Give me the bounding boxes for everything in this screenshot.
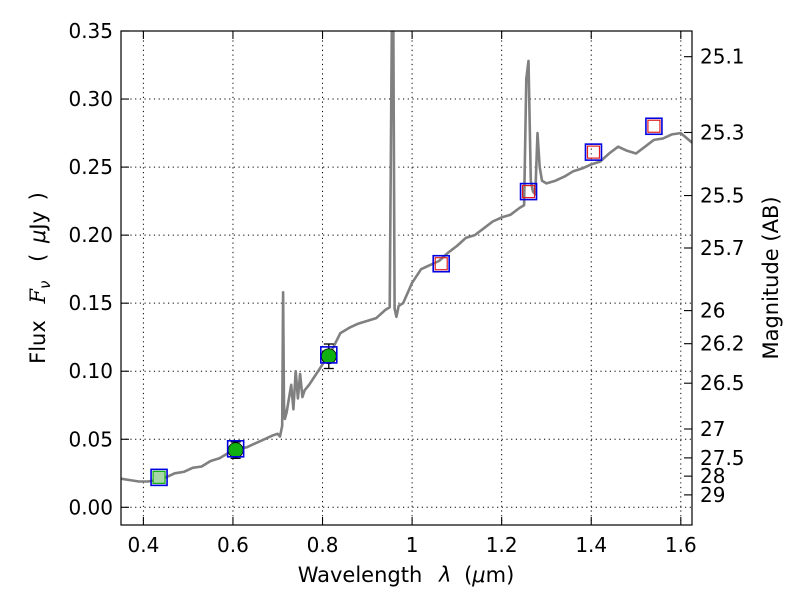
- y-tick-label: 0.15: [68, 291, 113, 315]
- synthetic-square: [586, 145, 601, 159]
- y2-tick-label: 25.7: [700, 236, 745, 260]
- x-axis-label: Wavelength λ (μm): [298, 563, 515, 587]
- y2-tick-label: 27: [700, 417, 725, 441]
- y-tick-label: 0.05: [68, 427, 113, 451]
- y-tick-label: 0.10: [68, 359, 113, 383]
- x-tick-label: 0.8: [307, 533, 339, 557]
- y-tick-label: 0.20: [68, 223, 113, 247]
- y2-tick-label: 25.1: [700, 45, 745, 69]
- x-tick-label: 1.6: [665, 533, 697, 557]
- synthetic-photometry-squares: [152, 119, 661, 484]
- y2-tick-label: 28: [700, 464, 725, 488]
- y2-tick-label: 29: [700, 483, 725, 507]
- spectrum-line: [121, 31, 692, 483]
- synthetic-square: [434, 257, 448, 271]
- observed-point: [320, 348, 337, 365]
- y2-tick-label: 26: [700, 299, 725, 323]
- observed-point: [227, 442, 244, 459]
- synthetic-square: [647, 119, 661, 133]
- x-tick-label: 1.2: [486, 533, 518, 557]
- model-box: [584, 143, 603, 161]
- y-tick-label: 0.00: [68, 495, 113, 519]
- plot-area: [121, 31, 692, 487]
- y-tick-label: 0.25: [68, 155, 113, 179]
- plot-frame: [120, 30, 693, 526]
- x-tick-label: 1: [406, 533, 419, 557]
- y-tick-label: 0.35: [68, 19, 113, 43]
- y-tick-label: 0.30: [68, 87, 113, 111]
- x-tick-label: 1.4: [575, 533, 607, 557]
- model-box: [226, 439, 245, 458]
- y-axis-label: Flux Fν ( μJy ): [26, 192, 55, 364]
- y2-tick-label: 25.3: [700, 120, 745, 144]
- model-box: [150, 468, 168, 487]
- model-box: [319, 346, 338, 364]
- model-box: [432, 254, 451, 273]
- grid-lines: [121, 30, 692, 525]
- x-tick-label: 0.6: [217, 533, 249, 557]
- synthetic-square: [152, 470, 166, 484]
- model-box: [519, 182, 538, 201]
- model-box: [645, 117, 663, 136]
- synthetic-square: [521, 184, 536, 199]
- x-axis-ticks: 0.4 0.6 0.8 1 1.2 1.4 1.6: [127, 31, 697, 557]
- y2-tick-label: 26.5: [700, 371, 745, 395]
- y2-tick-label: 25.5: [700, 184, 745, 208]
- y2-axis-label: Magnitude (AB): [759, 196, 783, 359]
- model-photometry-boxes: [150, 117, 663, 487]
- x-tick-label: 0.4: [127, 533, 159, 557]
- y2-tick-label: 27.5: [700, 446, 745, 470]
- y2-tick-label: 26.2: [700, 332, 745, 356]
- y-axis-ticks: 0.00 0.05 0.10 0.15 0.20 0.25 0.30 0.35: [68, 19, 129, 519]
